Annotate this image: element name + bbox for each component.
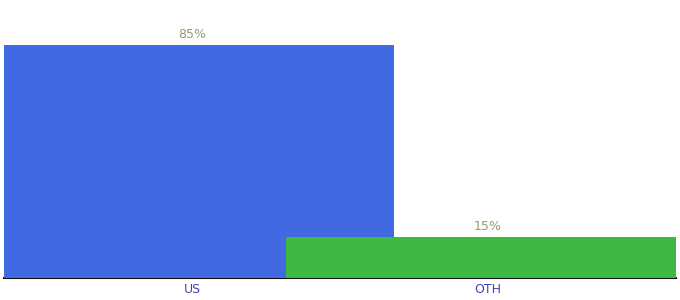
Text: 85%: 85% [178,28,206,41]
Bar [286,237,680,278]
Text: 15%: 15% [474,220,502,233]
Bar [0,45,394,278]
